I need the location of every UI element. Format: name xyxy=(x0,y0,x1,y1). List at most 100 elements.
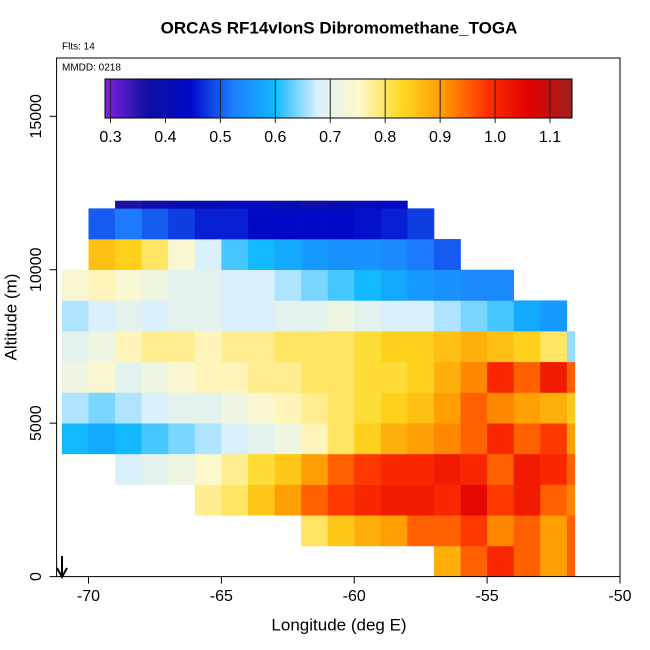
cell xyxy=(141,269,169,301)
cell xyxy=(221,484,249,516)
cell xyxy=(327,515,355,547)
cell xyxy=(566,453,576,485)
cell xyxy=(354,239,382,271)
colorbar-tick-label: 1.1 xyxy=(539,129,561,146)
cell xyxy=(115,361,142,393)
cell xyxy=(487,545,514,577)
cell xyxy=(141,239,169,271)
x-axis-label: Longitude (deg E) xyxy=(271,615,406,634)
cell xyxy=(407,515,435,547)
cell xyxy=(460,361,488,393)
cell xyxy=(115,423,142,455)
cell xyxy=(141,200,169,209)
cell xyxy=(407,392,435,424)
colorbar-tick-label: 0.3 xyxy=(99,129,121,146)
cell xyxy=(460,453,488,485)
chart-title: ORCAS RF14vIonS Dibromomethane_TOGA xyxy=(161,18,518,37)
cell xyxy=(487,515,514,547)
cell xyxy=(540,392,568,424)
cell xyxy=(274,361,302,393)
cell xyxy=(380,200,408,209)
cell xyxy=(274,300,302,332)
cell xyxy=(566,545,576,577)
x-tick-label: -70 xyxy=(77,588,100,605)
cell xyxy=(540,361,568,393)
colorbar-tick-label: 0.8 xyxy=(374,129,396,146)
cell xyxy=(433,392,461,424)
cell xyxy=(301,269,328,301)
cell xyxy=(194,200,222,209)
colorbar xyxy=(104,78,573,119)
cell xyxy=(221,300,249,332)
cell xyxy=(221,239,249,271)
cell xyxy=(487,300,514,332)
cell xyxy=(168,300,196,332)
cell xyxy=(540,453,568,485)
cell xyxy=(354,515,382,547)
cell xyxy=(354,200,382,209)
cell xyxy=(513,484,541,516)
x-tick-label: -50 xyxy=(608,588,631,605)
cell xyxy=(221,200,249,209)
cell xyxy=(88,331,116,363)
cell xyxy=(487,269,514,301)
cell xyxy=(380,361,408,393)
cell xyxy=(380,484,408,516)
cell xyxy=(115,392,142,424)
cell xyxy=(354,484,382,516)
cell xyxy=(513,331,541,363)
cell xyxy=(221,392,249,424)
cell xyxy=(168,392,196,424)
cell xyxy=(247,208,275,240)
cell xyxy=(433,361,461,393)
cell xyxy=(115,200,142,209)
cell xyxy=(487,392,514,424)
cell xyxy=(327,423,355,455)
cell xyxy=(540,515,568,547)
cell xyxy=(221,269,249,301)
cell xyxy=(88,208,116,240)
cell xyxy=(301,453,328,485)
cell xyxy=(540,423,568,455)
cell xyxy=(380,392,408,424)
cell xyxy=(513,361,541,393)
cell xyxy=(380,453,408,485)
cell xyxy=(407,239,435,271)
cell xyxy=(566,484,576,516)
cell xyxy=(168,361,196,393)
cell xyxy=(141,331,169,363)
cell xyxy=(88,392,116,424)
cell xyxy=(168,239,196,271)
cell xyxy=(327,200,355,209)
cell xyxy=(460,545,488,577)
cell xyxy=(460,484,488,516)
cell xyxy=(194,453,222,485)
cell xyxy=(115,208,142,240)
y-tick-label: 0 xyxy=(28,572,45,581)
cell xyxy=(301,392,328,424)
cell xyxy=(274,392,302,424)
cell xyxy=(247,200,275,209)
cell xyxy=(513,515,541,547)
cell xyxy=(141,453,169,485)
note: MMDD: 0218 xyxy=(62,63,121,74)
cell xyxy=(141,361,169,393)
cell xyxy=(274,423,302,455)
cell xyxy=(247,300,275,332)
cell xyxy=(380,300,408,332)
cell xyxy=(115,239,142,271)
cell xyxy=(168,269,196,301)
cell xyxy=(88,239,116,271)
cell xyxy=(380,208,408,240)
cell xyxy=(247,361,275,393)
cell xyxy=(194,269,222,301)
cell xyxy=(141,300,169,332)
x-tick-label: -65 xyxy=(210,588,233,605)
cell xyxy=(247,453,275,485)
cell xyxy=(566,392,576,424)
cell xyxy=(380,269,408,301)
cell xyxy=(194,361,222,393)
cell xyxy=(301,515,328,547)
cell xyxy=(301,200,328,209)
